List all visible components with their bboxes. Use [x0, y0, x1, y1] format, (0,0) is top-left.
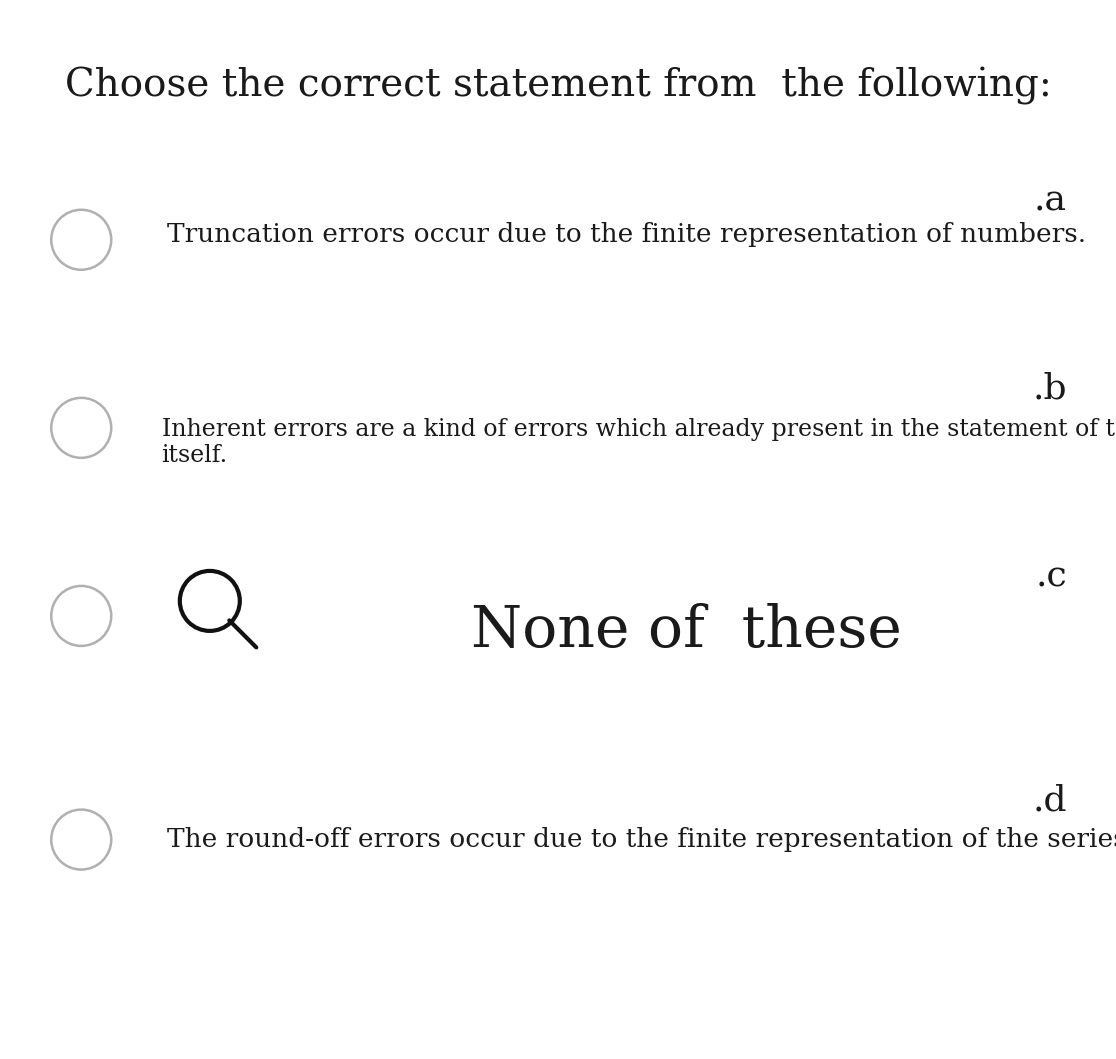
Text: .a: .a [1033, 184, 1067, 218]
Text: None of  these: None of these [471, 604, 902, 659]
Text: .d: .d [1032, 784, 1067, 818]
Text: Inherent errors are a kind of errors which already present in the statement of t: Inherent errors are a kind of errors whi… [162, 417, 1116, 467]
Text: .c: .c [1036, 560, 1067, 594]
Text: .b: .b [1032, 372, 1067, 406]
Text: Truncation errors occur due to the finite representation of numbers.: Truncation errors occur due to the finit… [167, 222, 1086, 247]
Text: The round-off errors occur due to the finite representation of the series.: The round-off errors occur due to the fi… [167, 827, 1116, 852]
Text: Choose the correct statement from  the following:: Choose the correct statement from the fo… [65, 67, 1052, 105]
